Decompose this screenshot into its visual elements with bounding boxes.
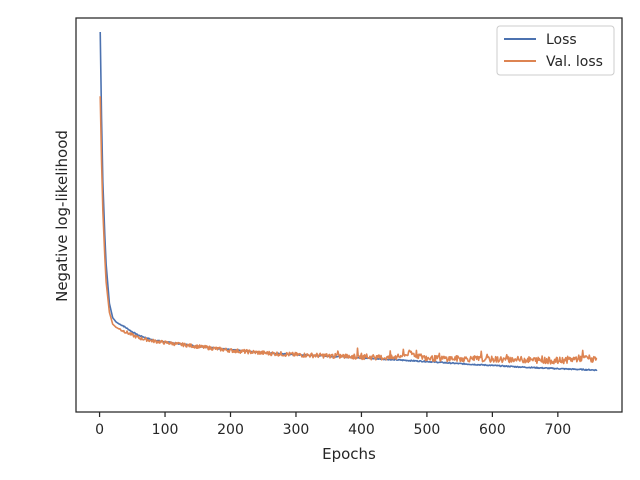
series-line-val-loss: [99, 96, 598, 365]
legend-label-loss: Loss: [546, 32, 577, 48]
x-tick-label-0: 0: [95, 422, 104, 438]
x-tick-label-100: 100: [152, 422, 179, 438]
series-line-loss: [99, 31, 598, 372]
plot-area-frame: [75, 17, 623, 413]
y-axis-label: Negative log-likelihood: [53, 130, 71, 302]
x-tick-label-200: 200: [217, 422, 244, 438]
x-tick-label-300: 300: [283, 422, 310, 438]
x-tick-label-500: 500: [414, 422, 441, 438]
x-axis-label: Epochs: [322, 445, 376, 463]
x-tick-label-600: 600: [479, 422, 506, 438]
legend-label-val-loss: Val. loss: [546, 54, 603, 70]
x-tick-label-700: 700: [544, 422, 571, 438]
x-tick-label-400: 400: [348, 422, 375, 438]
legend: Loss Val. loss: [496, 25, 615, 76]
